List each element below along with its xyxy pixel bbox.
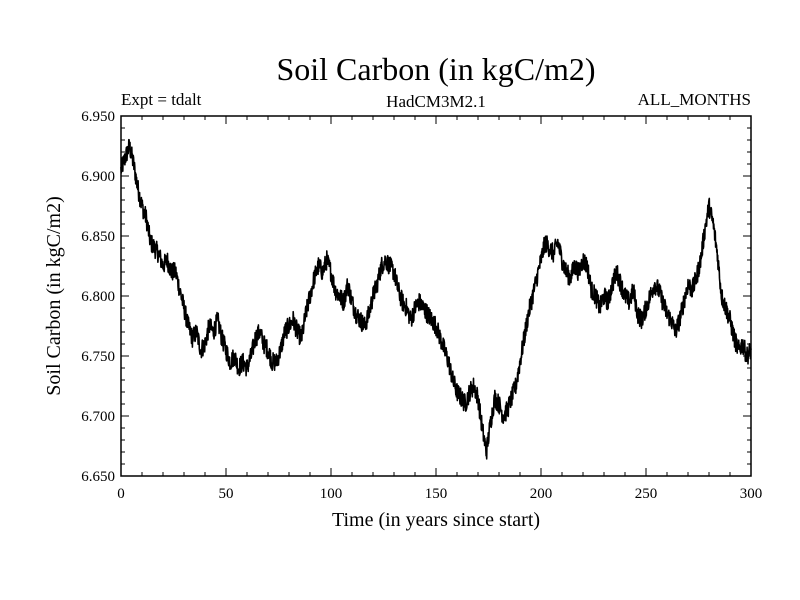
y-tick-label: 6.650: [81, 469, 115, 485]
x-tick-label: 250: [635, 486, 658, 502]
plot-frame: [120, 115, 752, 477]
x-tick-label: 200: [530, 486, 553, 502]
y-axis-ticks: 6.650 6.700 6.750 6.800 6.850 6.900 6.950: [81, 109, 751, 485]
y-tick-label: 6.800: [81, 289, 115, 305]
y-tick-label: 6.950: [81, 109, 115, 125]
model-label: HadCM3M2.1: [386, 92, 486, 111]
x-tick-label: 300: [740, 486, 763, 502]
series-layer: [120, 138, 752, 460]
period-label: ALL_MONTHS: [638, 90, 751, 109]
y-axis-label: Soil Carbon (in kgC/m2): [43, 196, 65, 395]
series-line-soil-carbon: [120, 138, 752, 460]
chart-title: Soil Carbon (in kgC/m2): [276, 51, 595, 87]
y-tick-label: 6.850: [81, 229, 115, 245]
x-tick-label: 100: [320, 486, 343, 502]
x-tick-label: 50: [219, 486, 234, 502]
x-axis-label: Time (in years since start): [332, 509, 540, 531]
y-tick-label: 6.750: [81, 349, 115, 365]
experiment-label: Expt = tdalt: [121, 90, 202, 109]
y-tick-label: 6.700: [81, 409, 115, 425]
x-tick-label: 0: [117, 486, 125, 502]
y-tick-label: 6.900: [81, 169, 115, 185]
x-tick-label: 150: [425, 486, 448, 502]
